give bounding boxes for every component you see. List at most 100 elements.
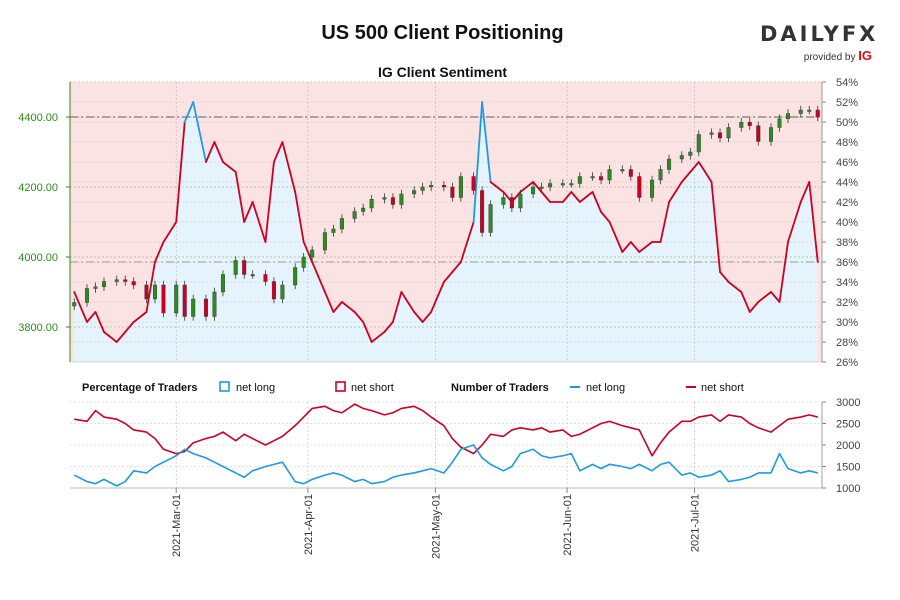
sentiment-segment xyxy=(115,331,127,343)
sentiment-tick-label: 26% xyxy=(836,357,858,369)
candle-body xyxy=(786,113,791,119)
candle-body xyxy=(518,193,523,209)
candle-body xyxy=(747,122,752,126)
candle-body xyxy=(382,197,387,200)
sentiment-segment xyxy=(740,291,751,313)
sentiment-segment xyxy=(413,311,424,323)
candle-body xyxy=(756,125,761,142)
price-tick-label: 4000.00 xyxy=(18,252,58,264)
sentiment-segment xyxy=(629,241,641,253)
sentiment-segment xyxy=(400,291,416,313)
chart-title: US 500 Client Positioning xyxy=(321,22,564,44)
candle-body xyxy=(280,284,285,300)
sentiment-segment xyxy=(222,161,237,173)
candle-body xyxy=(739,122,744,128)
sentiment-segment xyxy=(799,181,811,203)
sentiment-segment xyxy=(332,301,343,313)
price-tick-label: 4400.00 xyxy=(18,112,58,124)
candle-body xyxy=(607,169,612,181)
candle-body xyxy=(718,132,723,139)
candle-body xyxy=(352,211,357,219)
candle-body xyxy=(301,256,306,268)
candle-body xyxy=(250,274,255,277)
candle-body xyxy=(390,197,395,205)
sentiment-segment xyxy=(124,321,135,333)
sentiment-segment xyxy=(778,241,789,303)
sentiment-segment xyxy=(213,141,224,163)
sentiment-tick-label: 32% xyxy=(836,297,858,309)
logo-text: DAILYFX xyxy=(760,22,879,46)
candle-body xyxy=(441,185,446,188)
candle-body xyxy=(84,288,89,303)
sentiment-segment xyxy=(383,321,394,333)
candle-body xyxy=(458,176,463,198)
candle-body xyxy=(628,169,633,177)
sentiment-line xyxy=(73,101,819,343)
legend-num-long: net long xyxy=(586,382,625,394)
candle-body xyxy=(599,176,604,181)
sentiment-tick-label: 34% xyxy=(836,277,858,289)
sentiment-segment xyxy=(680,171,692,183)
sentiment-segment xyxy=(489,181,505,193)
candle-body xyxy=(123,279,128,282)
x-tick-label: 2021-May-01 xyxy=(430,494,442,559)
net-long-area xyxy=(74,102,818,362)
sentiment-segment xyxy=(608,221,624,253)
legend-long-box xyxy=(219,381,230,392)
count-tick-label: 2000 xyxy=(836,440,860,452)
candle-body xyxy=(620,169,625,172)
x-tick-label: 2021-Apr-01 xyxy=(303,494,315,555)
sentiment-segment xyxy=(302,241,314,263)
candle-body xyxy=(310,249,315,258)
sentiment-tick-label: 38% xyxy=(836,237,858,249)
sentiment-segment xyxy=(532,181,543,193)
sentiment-segment xyxy=(472,101,484,223)
sentiment-tick-label: 54% xyxy=(836,77,858,89)
x-tick-label: 2021-Jun-01 xyxy=(562,494,574,556)
candle-body xyxy=(815,109,820,118)
sentiment-tick-label: 50% xyxy=(836,117,858,129)
sentiment-segment xyxy=(145,261,156,313)
candle-body xyxy=(361,207,366,212)
ig-logo: IG xyxy=(858,48,872,63)
sentiment-segment xyxy=(561,191,573,203)
sentiment-tick-label: 28% xyxy=(836,337,858,349)
candle-body xyxy=(590,176,595,179)
sentiment-segment xyxy=(787,201,802,243)
dailyfx-logo: DAILYFX provided by IG xyxy=(760,22,879,63)
sentiment-segment xyxy=(689,161,700,173)
sentiment-segment xyxy=(659,201,670,243)
sentiment-segment xyxy=(430,281,445,313)
candle-body xyxy=(650,179,655,198)
candle-body xyxy=(798,109,803,114)
sentiment-segment xyxy=(808,181,819,263)
sentiment-segment xyxy=(710,181,721,273)
legend-pct-title: Percentage of Traders xyxy=(82,382,198,394)
sentiment-segment xyxy=(86,311,97,323)
sentiment-tick-label: 42% xyxy=(836,197,858,209)
candle-body xyxy=(412,190,417,195)
logo-provided-by: provided by IG xyxy=(803,48,872,63)
candle-body xyxy=(322,232,327,251)
sentiment-segment xyxy=(591,191,602,213)
candle-body xyxy=(688,151,693,156)
chart-subtitle: IG Client Sentiment xyxy=(377,64,508,80)
count-tick-label: 1500 xyxy=(836,462,860,474)
sentiment-segment xyxy=(757,291,772,303)
legend-num-short: net short xyxy=(701,382,744,394)
candle-body xyxy=(331,228,336,233)
sentiment-segment xyxy=(621,241,632,253)
candle-body xyxy=(471,176,476,191)
candle-body xyxy=(637,176,642,198)
candle-body xyxy=(709,132,714,135)
sentiment-segment xyxy=(540,191,551,203)
candle-body xyxy=(152,284,157,300)
candle-body xyxy=(242,260,247,275)
candle-body xyxy=(488,204,493,233)
sentiment-segment xyxy=(175,121,186,223)
candle-body xyxy=(679,155,684,160)
sentiment-tick-label: 46% xyxy=(836,157,858,169)
sentiment-tick-label: 40% xyxy=(836,217,858,229)
legend-num-title: Number of Traders xyxy=(451,382,549,394)
candle-body xyxy=(539,186,544,189)
